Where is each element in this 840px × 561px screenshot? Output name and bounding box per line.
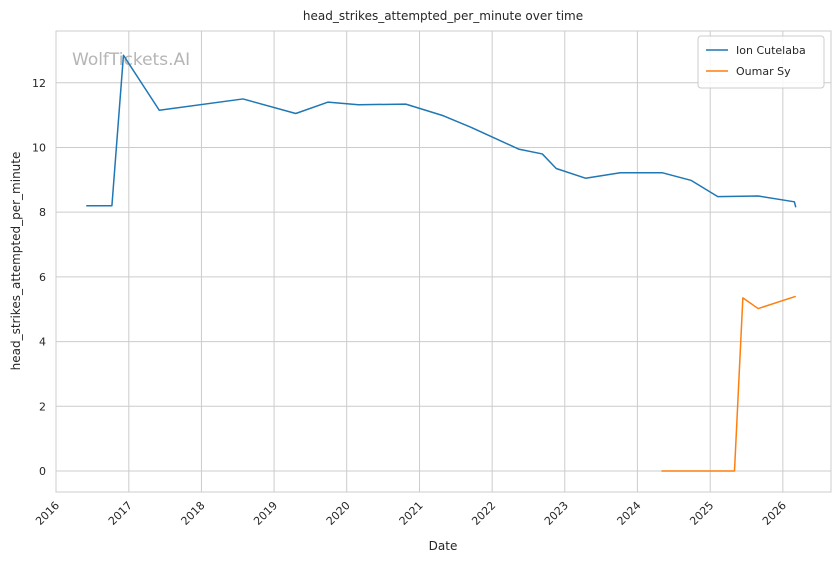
legend-box: [697, 35, 825, 89]
x-tick-labels: 2016 2017 2018 2019 2020 2021 2022 2023 2024 2025…: [33, 499, 789, 528]
y-tick-label: 6: [39, 271, 46, 284]
x-axis-label: Date: [429, 539, 458, 553]
y-tick-label: 2: [39, 400, 46, 413]
x-tick-label: 2021: [397, 499, 426, 528]
series-line-ion-cutelaba: [86, 54, 797, 208]
series-group: [86, 54, 797, 472]
plot-area-frame: [55, 30, 832, 493]
x-tick-label: 2026: [760, 499, 789, 528]
watermark-text: WolfTickets.AI: [72, 50, 190, 70]
y-tick-label: 12: [32, 77, 46, 90]
x-tick-label: 2018: [179, 499, 208, 528]
x-tick-label: 2020: [324, 499, 353, 528]
x-tick-label: 2023: [542, 499, 571, 528]
x-tick-label: 2025: [687, 499, 716, 528]
chart-title: head_strikes_attempted_per_minute over t…: [303, 9, 583, 23]
series-line-oumar-sy: [661, 295, 797, 472]
y-tick-label: 4: [39, 336, 46, 349]
legend-entry-label: Ion Cutelaba: [736, 44, 806, 57]
y-tick-labels: 0 2 4 6 8 10 12: [32, 77, 46, 478]
x-tick-label: 2022: [469, 499, 498, 528]
x-tick-label: 2016: [33, 499, 62, 528]
legend: Ion Cutelaba Oumar Sy: [697, 35, 825, 89]
x-tick-label: 2017: [106, 499, 135, 528]
x-tick-label: 2019: [251, 499, 280, 528]
legend-entry-label: Oumar Sy: [736, 65, 791, 78]
y-tick-label: 10: [32, 141, 46, 154]
y-tick-label: 0: [39, 465, 46, 478]
x-tick-label: 2024: [615, 499, 644, 528]
grid-lines: [55, 31, 831, 492]
y-axis-label: head_strikes_attempted_per_minute: [9, 152, 23, 371]
y-tick-label: 8: [39, 206, 46, 219]
